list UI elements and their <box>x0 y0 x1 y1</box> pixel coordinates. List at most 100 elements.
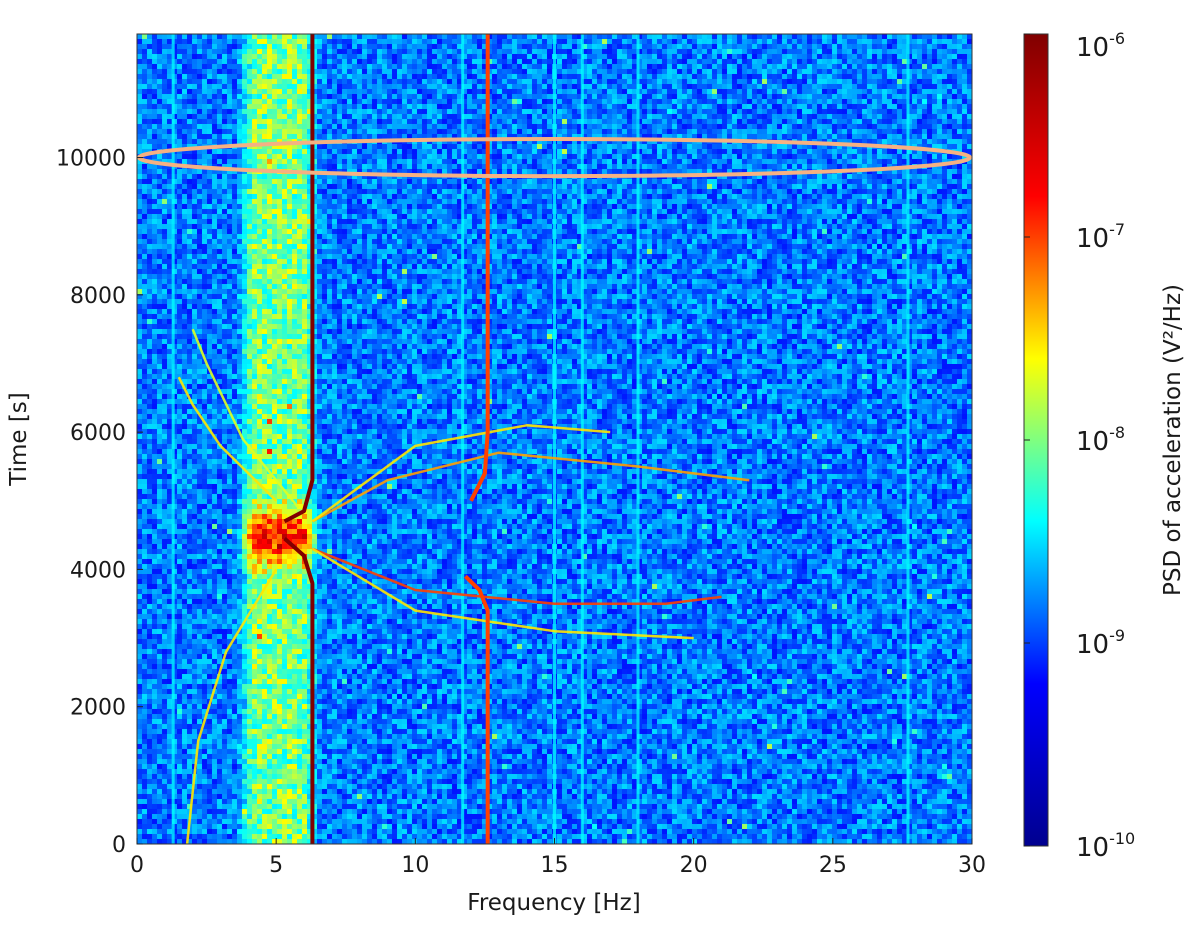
spectrogram-cell <box>762 44 767 49</box>
spectrogram-cell <box>342 39 347 44</box>
spectrogram-cell <box>262 129 267 134</box>
spectrogram-cell <box>512 169 517 174</box>
spectrogram-cell <box>937 114 942 119</box>
spectrogram-cell <box>822 164 827 169</box>
spectrogram-cell <box>282 54 287 59</box>
spectrogram-cell <box>612 44 617 49</box>
spectrogram-cell <box>702 129 707 134</box>
spectrogram-cell <box>722 59 727 64</box>
spectrogram-cell <box>782 34 787 39</box>
spectrogram-cell <box>177 74 182 79</box>
spectrogram-cell <box>647 179 652 184</box>
spectrogram-cell <box>507 44 512 49</box>
spectrogram-cell <box>422 129 427 134</box>
spectrogram-cell <box>542 94 547 99</box>
spectrogram-cell <box>157 119 162 124</box>
spectrogram-cell <box>787 149 792 154</box>
spectrogram-cell <box>272 129 277 134</box>
spectrogram-cell <box>672 179 677 184</box>
spectrogram-cell <box>412 44 417 49</box>
spectrogram-cell <box>542 39 547 44</box>
spectrogram-cell <box>652 89 657 94</box>
spectrogram-cell <box>657 159 662 164</box>
spectrogram-cell <box>762 74 767 79</box>
spectrogram-cell <box>642 44 647 49</box>
spectrogram-cell <box>437 154 442 159</box>
spectrogram-cell <box>612 34 617 39</box>
spectrogram-cell <box>662 159 667 164</box>
spectrogram-cell <box>722 134 727 139</box>
spectrogram-cell <box>432 89 437 94</box>
spectrogram-cell <box>207 174 212 179</box>
spectrogram-cell <box>657 124 662 129</box>
spectrogram-cell <box>332 54 337 59</box>
spectrogram-cell <box>327 164 332 169</box>
spectrogram-cell <box>472 84 477 89</box>
spectrogram-cell <box>302 114 307 119</box>
spectrogram-cell <box>612 154 617 159</box>
spectrogram-cell <box>872 89 877 94</box>
spectrogram-cell <box>887 69 892 74</box>
spectrogram-cell <box>342 34 347 39</box>
spectrogram-cell <box>522 104 527 109</box>
spectrogram-cell <box>602 99 607 104</box>
spectrogram-cell <box>557 74 562 79</box>
spectrogram-cell <box>877 59 882 64</box>
spectrogram-cell <box>747 74 752 79</box>
spectrogram-cell <box>642 74 647 79</box>
spectrogram-cell <box>867 39 872 44</box>
spectrogram-cell <box>692 89 697 94</box>
spectrogram-cell <box>927 49 932 54</box>
spectrogram-cell <box>897 54 902 59</box>
spectrogram-cell <box>352 39 357 44</box>
spectrogram-cell <box>372 104 377 109</box>
spectrogram-cell <box>707 64 712 69</box>
spectrogram-cell <box>212 114 217 119</box>
spectrogram-cell <box>802 99 807 104</box>
spectrogram-cell <box>762 134 767 139</box>
spectrogram-cell <box>807 114 812 119</box>
spectrogram-cell <box>532 164 537 169</box>
spectrogram-cell <box>822 74 827 79</box>
spectrogram-cell <box>152 109 157 114</box>
spectrogram-cell <box>267 179 272 184</box>
spectrogram-cell <box>377 149 382 154</box>
spectrogram-cell <box>897 149 902 154</box>
spectrogram-cell <box>782 129 787 134</box>
spectrogram-cell <box>357 49 362 54</box>
spectrogram-cell <box>587 39 592 44</box>
spectrogram-cell <box>947 44 952 49</box>
spectrogram-cell <box>947 34 952 39</box>
spectrogram-cell <box>777 179 782 184</box>
spectrogram-cell <box>467 44 472 49</box>
spectrogram-cell <box>412 119 417 124</box>
spectrogram-cell <box>322 119 327 124</box>
spectrogram-cell <box>837 109 842 114</box>
spectrogram-cell <box>572 64 577 69</box>
spectrogram-cell <box>502 144 507 149</box>
spectrogram-cell <box>737 144 742 149</box>
spectrogram-cell <box>157 179 162 184</box>
spectrogram-cell <box>212 44 217 49</box>
spectrogram-cell <box>942 69 947 74</box>
spectrogram-cell <box>247 114 252 119</box>
spectrogram-cell <box>442 119 447 124</box>
spectrogram-cell <box>717 99 722 104</box>
spectrogram-cell <box>207 114 212 119</box>
spectrogram-cell <box>667 104 672 109</box>
spectrogram-cell <box>547 84 552 89</box>
spectrogram-cell <box>877 69 882 74</box>
spectrogram-cell <box>812 64 817 69</box>
spectrogram-cell <box>407 144 412 149</box>
spectrogram-cell <box>717 84 722 89</box>
spectrogram-cell <box>617 44 622 49</box>
spectrogram-cell <box>187 89 192 94</box>
spectrogram-cell <box>902 109 907 114</box>
spectrogram-cell <box>357 129 362 134</box>
spectrogram-cell <box>227 104 232 109</box>
spectrogram-cell <box>847 119 852 124</box>
spectrogram-cell <box>942 139 947 144</box>
spectrogram-cell <box>212 94 217 99</box>
spectrogram-cell <box>817 109 822 114</box>
spectrogram-cell <box>707 159 712 164</box>
